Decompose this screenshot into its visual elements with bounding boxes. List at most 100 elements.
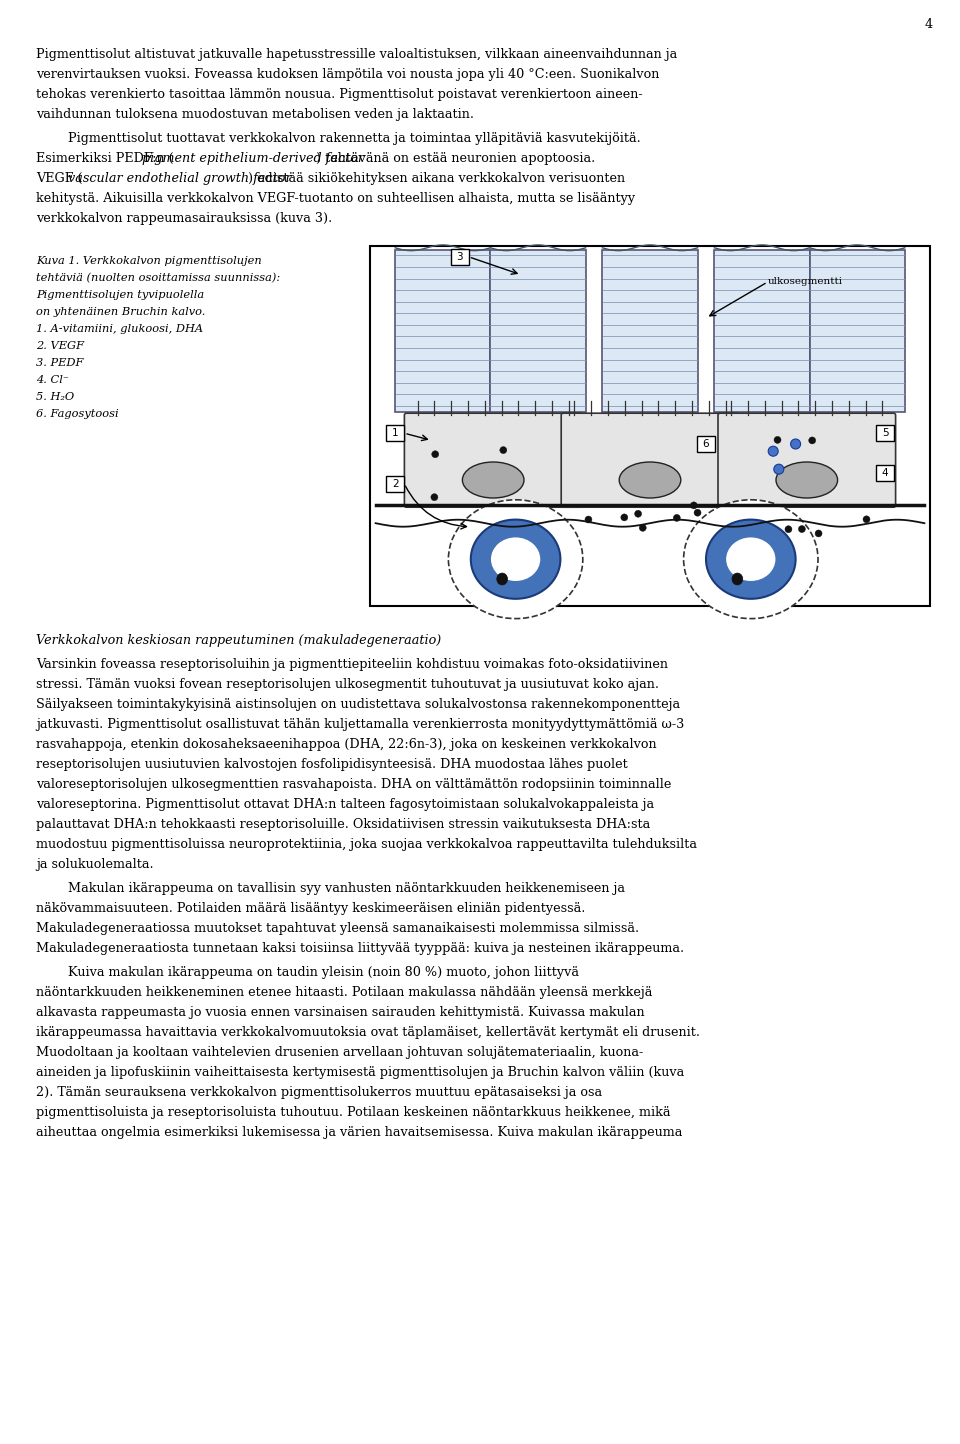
Text: pigment epithelium-derived factor: pigment epithelium-derived factor — [142, 152, 364, 165]
Text: kehitystä. Aikuisilla verkkokalvon VEGF-tuotanto on suhteellisen alhaista, mutta: kehitystä. Aikuisilla verkkokalvon VEGF-… — [36, 192, 636, 205]
Text: Verkkokalvon keskiosan rappeutuminen (makuladegeneraatio): Verkkokalvon keskiosan rappeutuminen (ma… — [36, 634, 442, 647]
Text: jatkuvasti. Pigmenttisolut osallistuvat tähän kuljettamalla verenkierrosta monit: jatkuvasti. Pigmenttisolut osallistuvat … — [36, 718, 684, 731]
Text: Säilyakseen toimintakykyisinä aistinsolujen on uudistettava solukalvostonsa rake: Säilyakseen toimintakykyisinä aistinsolu… — [36, 697, 680, 710]
Text: 2: 2 — [392, 478, 398, 488]
Bar — [603, 250, 698, 412]
Text: 6: 6 — [703, 439, 709, 449]
Circle shape — [431, 494, 438, 501]
Circle shape — [774, 464, 783, 474]
Text: 4: 4 — [924, 17, 933, 30]
Bar — [714, 250, 809, 412]
Text: alkavasta rappeumasta jo vuosia ennen varsinaisen sairauden kehittymistä. Kuivas: alkavasta rappeumasta jo vuosia ennen va… — [36, 1006, 644, 1019]
Text: Kuva 1. Verkkokalvon pigmenttisolujen: Kuva 1. Verkkokalvon pigmenttisolujen — [36, 256, 262, 266]
Text: Pigmenttisolut altistuvat jatkuvalle hapetusstressille valoaltistuksen, vilkkaan: Pigmenttisolut altistuvat jatkuvalle hap… — [36, 48, 677, 61]
Text: ja solukuolemalta.: ja solukuolemalta. — [36, 858, 154, 871]
Circle shape — [815, 530, 822, 537]
Text: stressi. Tämän vuoksi fovean reseptorisolujen ulkosegmentit tuhoutuvat ja uusiut: stressi. Tämän vuoksi fovean reseptoriso… — [36, 679, 659, 692]
Text: näöntarkkuuden heikkeneminen etenee hitaasti. Potilaan makulassa nähdään yleensä: näöntarkkuuden heikkeneminen etenee hita… — [36, 986, 653, 999]
Circle shape — [585, 516, 592, 523]
FancyBboxPatch shape — [718, 413, 896, 507]
Ellipse shape — [732, 573, 743, 585]
Text: 6. Fagosytoosi: 6. Fagosytoosi — [36, 409, 119, 419]
Ellipse shape — [496, 573, 508, 585]
Circle shape — [863, 516, 870, 523]
Ellipse shape — [463, 462, 524, 498]
Text: 1. A-vitamiini, glukoosi, DHA: 1. A-vitamiini, glukoosi, DHA — [36, 323, 204, 334]
Text: Kuiva makulan ikärappeuma on taudin yleisin (noin 80 %) muoto, johon liittyvä: Kuiva makulan ikärappeuma on taudin ylei… — [36, 966, 579, 979]
Text: verkkokalvon rappeumasairauksissa (kuva 3).: verkkokalvon rappeumasairauksissa (kuva … — [36, 212, 332, 225]
Text: 4. Cl⁻: 4. Cl⁻ — [36, 375, 69, 386]
Text: Muodoltaan ja kooltaan vaihtelevien drusenien arvellaan johtuvan solujätemateria: Muodoltaan ja kooltaan vaihtelevien drus… — [36, 1045, 643, 1058]
Bar — [450, 248, 468, 264]
Text: rasvahappoja, etenkin dokosaheksaeenihappoa (DHA, 22:6n-3), joka on keskeinen ve: rasvahappoja, etenkin dokosaheksaeenihap… — [36, 738, 657, 751]
Circle shape — [774, 436, 781, 443]
Circle shape — [799, 526, 805, 533]
FancyBboxPatch shape — [562, 413, 739, 507]
Bar — [386, 425, 404, 442]
Text: muodostuu pigmenttisoluissa neuroprotektiinia, joka suojaa verkkokalvoa rappeutt: muodostuu pigmenttisoluissa neuroprotekt… — [36, 838, 697, 851]
Text: on yhtenäinen Bruchin kalvo.: on yhtenäinen Bruchin kalvo. — [36, 308, 205, 318]
Text: Varsinkin foveassa reseptorisoluihin ja pigmenttiepiteeliin kohdistuu voimakas f: Varsinkin foveassa reseptorisoluihin ja … — [36, 658, 668, 671]
Text: vascular endothelial growth factor: vascular endothelial growth factor — [68, 172, 291, 185]
Ellipse shape — [726, 537, 776, 580]
Text: palauttavat DHA:n tehokkaasti reseptorisoluille. Oksidatiivisen stressin vaikutu: palauttavat DHA:n tehokkaasti reseptoris… — [36, 817, 650, 830]
Circle shape — [785, 526, 792, 533]
Text: 5. H₂O: 5. H₂O — [36, 391, 74, 401]
Text: pigmenttisoluista ja reseptorisoluista tuhoutuu. Potilaan keskeinen näöntarkkuus: pigmenttisoluista ja reseptorisoluista t… — [36, 1106, 670, 1119]
Text: aineiden ja lipofuskiinin vaiheittaisesta kertymisestä pigmenttisolujen ja Bruch: aineiden ja lipofuskiinin vaiheittaisest… — [36, 1066, 684, 1079]
Text: ulkosegmentti: ulkosegmentti — [768, 277, 843, 286]
Ellipse shape — [776, 462, 837, 498]
Text: valoreseptorisolujen ulkosegmenttien rasvahapoista. DHA on välttämättön rodopsii: valoreseptorisolujen ulkosegmenttien ras… — [36, 778, 671, 791]
Ellipse shape — [470, 520, 561, 599]
Circle shape — [500, 446, 507, 453]
Text: 3. PEDF: 3. PEDF — [36, 358, 84, 368]
Ellipse shape — [684, 500, 818, 618]
Text: Pigmenttisolut tuottavat verkkokalvon rakennetta ja toimintaa ylläpitäviä kasvut: Pigmenttisolut tuottavat verkkokalvon ra… — [36, 131, 640, 144]
Text: Makuladegeneraatiosta tunnetaan kaksi toisiinsa liittyvää tyyppää: kuiva ja nest: Makuladegeneraatiosta tunnetaan kaksi to… — [36, 941, 684, 954]
Circle shape — [694, 510, 701, 516]
Text: Pigmenttisolujen tyvipuolella: Pigmenttisolujen tyvipuolella — [36, 290, 204, 300]
Ellipse shape — [619, 462, 681, 498]
Circle shape — [673, 514, 681, 521]
Ellipse shape — [491, 537, 540, 580]
Text: 3: 3 — [456, 251, 463, 261]
Text: aiheuttaa ongelmia esimerkiksi lukemisessa ja värien havaitsemisessa. Kuiva maku: aiheuttaa ongelmia esimerkiksi lukemises… — [36, 1126, 683, 1139]
Bar — [386, 475, 404, 491]
Bar — [697, 436, 715, 452]
Circle shape — [690, 503, 697, 508]
Bar — [876, 465, 894, 481]
Text: tehtäviä (nuolten osoittamissa suunnissa):: tehtäviä (nuolten osoittamissa suunnissa… — [36, 273, 280, 283]
Text: 2). Tämän seurauksena verkkokalvon pigmenttisolukerros muuttuu epätasaiseksi ja : 2). Tämän seurauksena verkkokalvon pigme… — [36, 1086, 602, 1099]
Circle shape — [768, 446, 779, 456]
Bar — [876, 425, 894, 442]
Text: vaihdunnan tuloksena muodostuvan metabolisen veden ja laktaatin.: vaihdunnan tuloksena muodostuvan metabol… — [36, 108, 474, 121]
Bar — [491, 250, 586, 412]
Text: ) edistää sikiökehityksen aikana verkkokalvon verisuonten: ) edistää sikiökehityksen aikana verkkok… — [248, 172, 625, 185]
Text: VEGF (: VEGF ( — [36, 172, 83, 185]
Bar — [396, 250, 491, 412]
Text: 2. VEGF: 2. VEGF — [36, 341, 84, 351]
Text: Makulan ikärappeuma on tavallisin syy vanhusten näöntarkkuuden heikkenemiseen ja: Makulan ikärappeuma on tavallisin syy va… — [36, 882, 625, 895]
Text: valoreseptorina. Pigmenttisolut ottavat DHA:n talteen fagosytoimistaan solukalvo: valoreseptorina. Pigmenttisolut ottavat … — [36, 799, 654, 812]
Bar — [370, 245, 930, 606]
Circle shape — [432, 451, 439, 458]
Ellipse shape — [706, 520, 796, 599]
Circle shape — [621, 514, 628, 521]
Bar — [809, 250, 904, 412]
Text: tehokas verenkierto tasoittaa lämmön nousua. Pigmenttisolut poistavat verenkiert: tehokas verenkierto tasoittaa lämmön nou… — [36, 88, 642, 101]
Text: ikärappeumassa havaittavia verkkokalvomuutoksia ovat täplamäiset, kellertävät ke: ikärappeumassa havaittavia verkkokalvomu… — [36, 1027, 700, 1040]
Text: ) tehtävänä on estää neuronien apoptoosia.: ) tehtävänä on estää neuronien apoptoosi… — [317, 152, 595, 165]
Text: verenvirtauksen vuoksi. Foveassa kudoksen lämpötila voi nousta jopa yli 40 °C:ee: verenvirtauksen vuoksi. Foveassa kudokse… — [36, 68, 660, 81]
Circle shape — [791, 439, 801, 449]
Circle shape — [635, 510, 641, 517]
Ellipse shape — [448, 500, 583, 618]
Text: reseptorisolujen uusiutuvien kalvostojen fosfolipidisynteesisä. DHA muodostaa lä: reseptorisolujen uusiutuvien kalvostojen… — [36, 758, 628, 771]
Text: 4: 4 — [882, 468, 889, 478]
Text: Esimerkiksi PEDF:n (: Esimerkiksi PEDF:n ( — [36, 152, 174, 165]
FancyBboxPatch shape — [404, 413, 582, 507]
Circle shape — [808, 438, 816, 443]
Text: Makuladegeneraatiossa muutokset tapahtuvat yleensä samanaikaisesti molemmissa si: Makuladegeneraatiossa muutokset tapahtuv… — [36, 923, 639, 936]
Text: 1: 1 — [392, 429, 398, 438]
Text: 5: 5 — [882, 429, 889, 438]
Text: näkövammaisuuteen. Potilaiden määrä lisääntyy keskimeeräisen eliniän pidentyessä: näkövammaisuuteen. Potilaiden määrä lisä… — [36, 902, 586, 915]
